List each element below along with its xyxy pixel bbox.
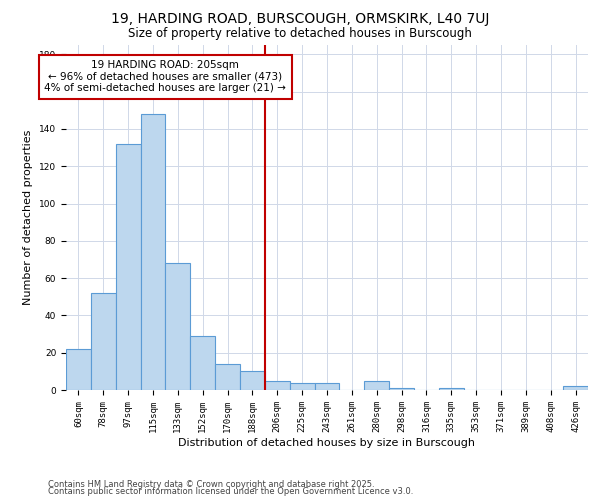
Text: Size of property relative to detached houses in Burscough: Size of property relative to detached ho…: [128, 28, 472, 40]
Bar: [66, 349, 91, 390]
Bar: [290, 382, 314, 390]
Bar: [563, 386, 588, 390]
Bar: [140, 114, 166, 390]
Text: Contains public sector information licensed under the Open Government Licence v3: Contains public sector information licen…: [48, 487, 413, 496]
Y-axis label: Number of detached properties: Number of detached properties: [23, 130, 34, 305]
Bar: [91, 293, 116, 390]
Bar: [166, 263, 190, 390]
Bar: [265, 380, 290, 390]
Bar: [439, 388, 464, 390]
Text: 19, HARDING ROAD, BURSCOUGH, ORMSKIRK, L40 7UJ: 19, HARDING ROAD, BURSCOUGH, ORMSKIRK, L…: [111, 12, 489, 26]
Bar: [314, 382, 340, 390]
Text: 19 HARDING ROAD: 205sqm
← 96% of detached houses are smaller (473)
4% of semi-de: 19 HARDING ROAD: 205sqm ← 96% of detache…: [44, 60, 286, 94]
Bar: [240, 372, 265, 390]
Bar: [215, 364, 240, 390]
Bar: [364, 380, 389, 390]
Bar: [116, 144, 140, 390]
X-axis label: Distribution of detached houses by size in Burscough: Distribution of detached houses by size …: [179, 438, 476, 448]
Bar: [389, 388, 414, 390]
Bar: [190, 336, 215, 390]
Text: Contains HM Land Registry data © Crown copyright and database right 2025.: Contains HM Land Registry data © Crown c…: [48, 480, 374, 489]
